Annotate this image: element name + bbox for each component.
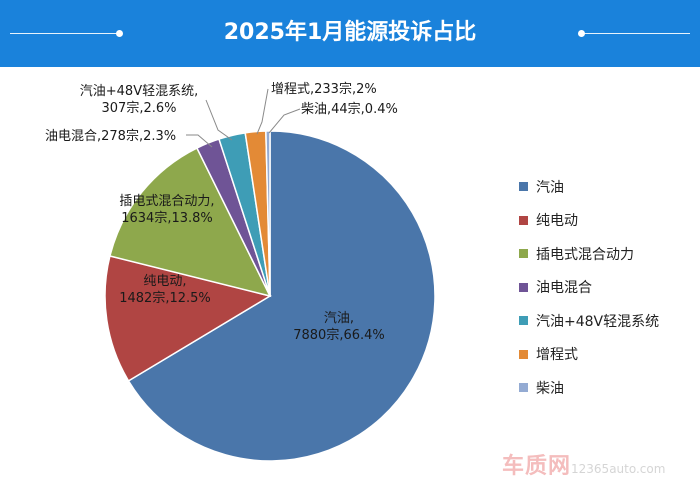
data-label-text-5: 增程式,233宗,2% xyxy=(271,81,377,97)
data-label-3: 油电混合,278宗,2.3% xyxy=(45,128,213,148)
leader-line-5 xyxy=(256,88,269,135)
legend-swatch-2 xyxy=(519,249,528,259)
data-label-name-2: 插电式混合动力, xyxy=(119,194,214,209)
leader-line-3 xyxy=(186,134,213,148)
legend-swatch-4 xyxy=(519,316,528,326)
data-label-name-1: 纯电动, xyxy=(143,274,186,289)
header-left-dot xyxy=(116,30,123,37)
pie-chart: 汽油,7880宗,66.4% 纯电动,1482宗,12.5% 插电式混合动力,163… xyxy=(45,81,436,462)
legend-item-2: 插电式混合动力 xyxy=(519,237,700,271)
pie-slice-2 xyxy=(109,147,272,298)
data-label-5: 增程式,233宗,2% xyxy=(256,81,377,135)
watermark: 车质网12365auto.com xyxy=(502,448,665,480)
legend-label-2: 插电式混合动力 xyxy=(536,246,634,263)
data-label-2: 插电式混合动力,1634宗,13.8% xyxy=(119,194,214,226)
header-right-dot xyxy=(578,30,585,37)
data-label-4: 汽油+48V轻混系统,307宗,2.6% xyxy=(80,84,233,141)
legend-item-0: 汽油 xyxy=(519,170,700,204)
data-label-text-6: 柴油,44宗,0.4% xyxy=(301,101,398,117)
header-right-line xyxy=(582,33,690,34)
legend-swatch-3 xyxy=(519,282,528,292)
data-label-0: 汽油,7880宗,66.4% xyxy=(293,311,385,343)
pie-slice-6 xyxy=(265,130,271,297)
pie-slice-0 xyxy=(127,130,436,462)
legend-label-6: 柴油 xyxy=(536,380,564,397)
legend-label-5: 增程式 xyxy=(536,347,578,364)
legend-swatch-6 xyxy=(519,383,528,393)
legend-label-3: 油电混合 xyxy=(536,280,592,297)
data-label-6: 柴油,44宗,0.4% xyxy=(268,101,398,134)
data-label-name-0: 汽油, xyxy=(324,311,354,326)
legend-label-1: 纯电动 xyxy=(536,213,578,230)
data-label-value-4: 307宗,2.6% xyxy=(102,100,177,116)
data-label-value-2: 1634宗,13.8% xyxy=(121,210,213,226)
pie-slice-1 xyxy=(104,255,272,382)
watermark-url: 12365auto.com xyxy=(571,462,666,476)
header-left-line xyxy=(10,33,118,34)
leader-line-4 xyxy=(205,99,233,141)
chart-legend: 汽油纯电动插电式混合动力 油电混合汽油+48V轻混系统 增程式柴油 xyxy=(519,170,700,405)
data-label-value-0: 7880宗,66.4% xyxy=(293,327,385,343)
chart-header: 2025年1月能源投诉占比 xyxy=(0,0,700,67)
chart-title: 2025年1月能源投诉占比 xyxy=(223,20,477,45)
data-label-value-1: 1482宗,12.5% xyxy=(119,290,211,306)
legend-swatch-1 xyxy=(519,215,528,225)
leader-line-6 xyxy=(268,108,301,134)
data-label-name-4: 汽油+48V轻混系统, xyxy=(80,84,198,99)
data-label-1: 纯电动,1482宗,12.5% xyxy=(119,274,211,306)
legend-item-4: 汽油+48V轻混系统 xyxy=(519,304,700,338)
data-label-text-3: 油电混合,278宗,2.3% xyxy=(45,128,176,144)
legend-label-0: 汽油 xyxy=(536,179,564,196)
legend-swatch-0 xyxy=(519,182,528,192)
legend-label-4: 汽油+48V轻混系统 xyxy=(536,313,660,330)
legend-item-6: 柴油 xyxy=(519,371,700,405)
legend-swatch-5 xyxy=(519,349,528,359)
legend-item-3: 油电混合 xyxy=(519,271,700,305)
legend-item-1: 纯电动 xyxy=(519,204,700,238)
legend-item-5: 增程式 xyxy=(519,338,700,372)
